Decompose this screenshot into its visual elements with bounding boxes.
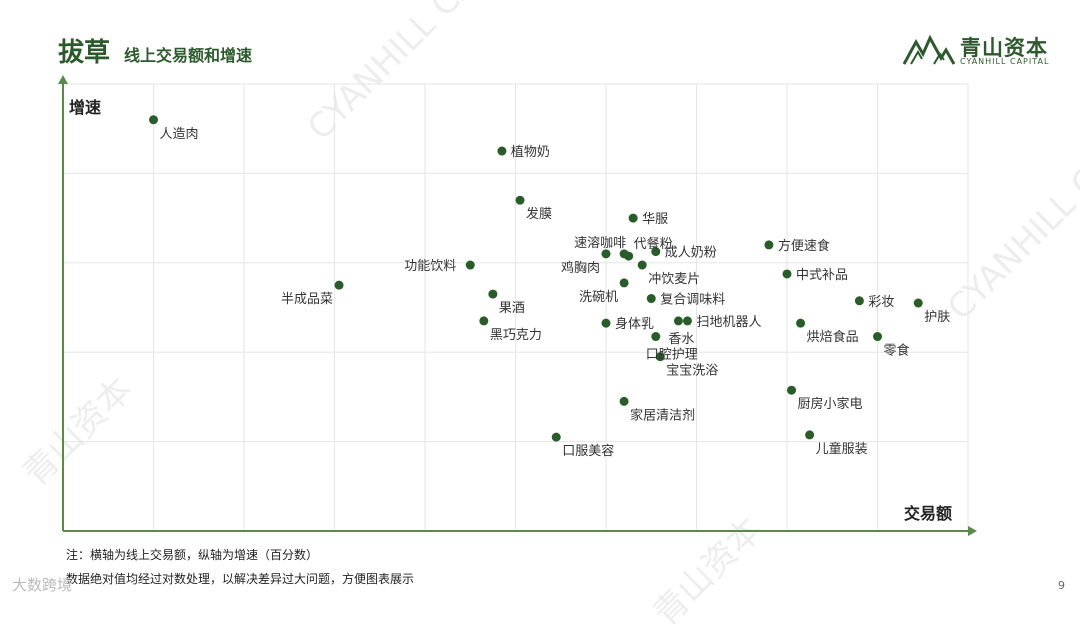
data-point (149, 115, 158, 125)
data-point-label: 速溶咖啡 (574, 236, 626, 251)
chart-grid (63, 83, 969, 531)
data-point (479, 316, 489, 326)
data-point (764, 240, 774, 250)
page-number: 9 (1058, 579, 1065, 592)
data-point (465, 260, 475, 270)
data-point (619, 278, 629, 288)
data-point-label: 半成品菜 (281, 292, 333, 307)
data-point (655, 352, 665, 362)
page-title: 拔草 (58, 38, 111, 68)
data-point (682, 316, 692, 326)
data-point-label: 烘焙食品 (807, 329, 859, 345)
x-axis-arrow-icon (968, 526, 977, 536)
source-watermark: 大数跨境 (12, 576, 73, 594)
data-point (805, 430, 815, 440)
data-point-label: 鸡胸肉 (561, 260, 600, 276)
data-point (601, 249, 611, 259)
page-subtitle: 线上交易额和增速 (124, 46, 253, 65)
data-point (873, 332, 882, 342)
x-axis-title: 交易额 (904, 504, 953, 523)
chart-axes (58, 75, 977, 536)
data-point-label: 果酒 (499, 301, 525, 316)
data-point (619, 396, 629, 406)
data-point (651, 332, 661, 342)
data-point-label: 零食 (884, 343, 910, 359)
y-axis-arrow-icon (58, 75, 68, 84)
footnote-line-1: 注：横轴为线上交易额，纵轴为增速（百分数） (66, 548, 319, 562)
data-point-label: 身体乳 (615, 316, 654, 332)
data-point-label: 家居清洁剂 (630, 407, 695, 423)
data-point-label: 人造肉 (160, 127, 199, 142)
data-point (854, 296, 864, 306)
data-point (334, 280, 344, 290)
data-point-label: 口腔护理 (646, 348, 698, 363)
data-point (628, 213, 638, 223)
data-point (488, 289, 498, 299)
data-point-label: 华服 (642, 212, 668, 227)
data-point-label: 功能饮料 (404, 259, 456, 274)
data-point-label: 洗碗机 (579, 289, 618, 305)
data-point-label: 宝宝洗浴 (666, 364, 718, 379)
y-axis-title: 增速 (69, 98, 102, 117)
data-point-label: 植物奶 (511, 145, 550, 160)
data-point-label: 口服美容 (562, 443, 614, 459)
page-header: 拔草 线上交易额和增速 (58, 32, 252, 69)
data-point (624, 251, 634, 261)
data-point-label: 冲饮麦片 (648, 272, 700, 287)
logo-name-cn: 青山资本 (960, 36, 1048, 60)
footnote-line-2: 数据绝对值均经过对数处理，以解决差异过大问题，方便图表展示 (66, 572, 415, 586)
data-point-label: 儿童服装 (816, 441, 868, 457)
data-point-label: 香水 (668, 332, 694, 347)
data-point (673, 316, 683, 326)
data-point (787, 385, 797, 395)
data-point (796, 318, 806, 328)
brand-logo: 青山资本 CYANHILL CAPITAL (902, 32, 1063, 72)
data-point-label: 发膜 (526, 206, 552, 222)
data-point-label: 方便速食 (778, 238, 830, 254)
data-point (637, 260, 647, 270)
data-point (913, 298, 923, 308)
data-point-label: 中式补品 (796, 268, 848, 283)
data-point (651, 247, 661, 257)
data-point-label: 成人奶粉 (665, 246, 717, 261)
chart-points (149, 115, 923, 442)
data-point-label: 彩妆 (868, 295, 894, 310)
data-point (782, 269, 792, 279)
data-point (497, 146, 507, 156)
data-point (646, 294, 656, 304)
data-point (601, 318, 611, 328)
data-point-label: 复合调味料 (660, 293, 725, 308)
data-point-label: 扫地机器人 (696, 315, 761, 330)
data-point-label: 厨房小家电 (798, 396, 863, 412)
mountain-logo-icon (902, 34, 956, 65)
data-point (515, 195, 525, 205)
data-point (551, 432, 561, 442)
data-point-label: 代餐粉 (634, 236, 673, 252)
data-point-label: 护肤 (924, 310, 950, 325)
data-point-label: 黑巧克力 (490, 328, 542, 343)
logo-name-en: CYANHILL CAPITAL (960, 57, 1050, 66)
